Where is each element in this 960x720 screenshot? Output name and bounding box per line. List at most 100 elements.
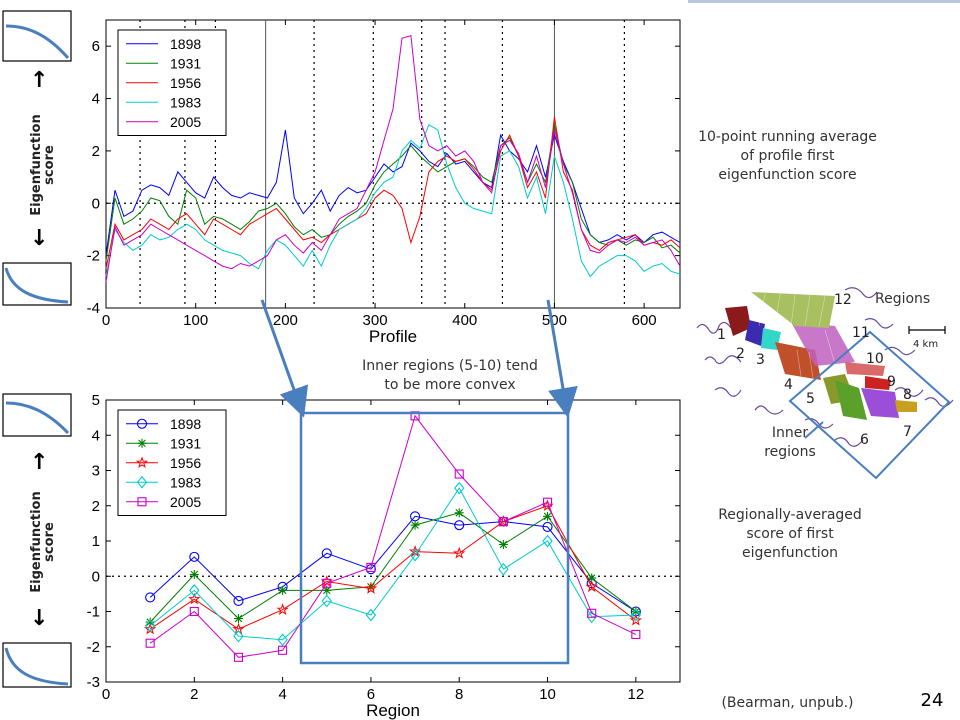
y-tick-label: 4 <box>92 427 100 444</box>
series-line <box>105 116 681 269</box>
legend: 1898 1931 1956 1983 2005 <box>117 409 227 516</box>
x-tick-label: 200 <box>273 312 298 329</box>
x-tick-label: 400 <box>452 312 477 329</box>
inner-region-outline <box>788 330 951 480</box>
series-1956 <box>105 116 681 269</box>
x-axis-label: Region <box>366 701 420 720</box>
region-label-12: 12 <box>834 292 852 308</box>
data-point <box>233 652 244 662</box>
series-line <box>105 35 681 282</box>
data-point <box>233 629 244 643</box>
data-point <box>189 569 199 579</box>
running-average-note: 10-point running average of profile firs… <box>698 129 877 183</box>
region-label-8: 8 <box>903 387 912 403</box>
up-arrow-icon: ↑ <box>30 450 49 475</box>
data-point <box>630 608 642 622</box>
data-point <box>136 475 148 489</box>
data-point <box>498 540 508 550</box>
region-10 <box>845 362 885 376</box>
legend-entry-1898: 1898 <box>126 416 201 432</box>
legend-label: 1931 <box>170 55 201 71</box>
region-label-9: 9 <box>887 374 896 390</box>
x-tick-label: 10 <box>539 686 556 703</box>
data-point <box>276 603 289 616</box>
y-tick-label: 3 <box>92 463 100 480</box>
region-9 <box>865 376 891 390</box>
y-tick-label: -1 <box>87 604 100 621</box>
data-point <box>137 497 147 507</box>
legend-entry-1983: 1983 <box>126 474 201 490</box>
region-label-6: 6 <box>860 432 869 448</box>
down-arrow-icon: ↓ <box>30 606 49 631</box>
data-point <box>145 592 156 603</box>
down-arrow-icon: ↓ <box>30 226 49 251</box>
region-label-10: 10 <box>866 351 884 367</box>
x-tick-label: 500 <box>542 312 567 329</box>
y-tick-label: 2 <box>92 143 100 160</box>
up-arrow-icon: ↑ <box>30 68 49 93</box>
data-point <box>278 645 288 655</box>
legend-entry-1931: 1931 <box>126 55 201 71</box>
x-tick-label: 0 <box>102 312 110 329</box>
data-point <box>629 613 643 626</box>
region-7 <box>861 388 899 418</box>
region-1 <box>725 306 751 336</box>
data-point <box>278 585 288 595</box>
x-tick-label: 2 <box>190 686 198 703</box>
legend-label: 1956 <box>170 75 201 91</box>
x-axis-label: Profile <box>369 327 417 346</box>
y-tick-label: -4 <box>87 300 100 317</box>
legend-entry-1931: 1931 <box>126 435 201 451</box>
legend-label: 1956 <box>170 455 201 471</box>
convex-profile-icon <box>2 393 72 437</box>
y-tick-label: 4 <box>92 91 100 108</box>
series-2005 <box>105 35 681 282</box>
y-tick-label: -3 <box>87 674 100 691</box>
concave-profile-icon <box>2 262 72 306</box>
region-6 <box>835 380 867 420</box>
regional-average-note: Regionally-averaged score of first eigen… <box>718 507 862 561</box>
drainage-lines <box>696 287 954 447</box>
data-point <box>631 629 641 639</box>
data-point <box>585 580 598 593</box>
inner-label-pointer <box>804 421 824 439</box>
convex-profile-icon <box>2 10 72 62</box>
legend-entry-1956: 1956 <box>126 455 201 471</box>
data-point <box>188 592 201 605</box>
running-average-chart: 0 100 200 300 400 500 600 -4 -2 0 2 4 6 Profile 1898 19… <box>87 19 681 346</box>
y-tick-label: 5 <box>92 392 100 409</box>
concave-profile-icon <box>2 642 72 688</box>
region-label-2: 2 <box>736 346 745 362</box>
legend: 1898 1931 1956 1983 2005 <box>117 29 227 136</box>
legend-label: 1983 <box>170 474 201 490</box>
legend-box <box>117 409 227 516</box>
legend-entry-2005: 2005 <box>126 114 201 130</box>
legend-label: 1898 <box>170 416 201 432</box>
inner-regions-map-label: Inner regions <box>764 425 816 460</box>
series-1983 <box>105 123 681 278</box>
region-map <box>696 287 954 480</box>
region-8 <box>895 400 917 412</box>
y-tick-label: 1 <box>92 533 100 550</box>
data-point <box>136 418 148 429</box>
x-tick-label: 0 <box>102 686 110 703</box>
series-1898 <box>105 129 681 256</box>
series-line <box>105 123 681 278</box>
region-label-4: 4 <box>784 377 793 393</box>
x-tick-label: 8 <box>455 686 463 703</box>
region-2 <box>745 320 765 346</box>
y-tick-label: 6 <box>92 38 100 55</box>
series-1931 <box>105 124 681 261</box>
y-tick-label: 0 <box>92 195 100 212</box>
inner-regions-note: Inner regions (5-10) tend to be more con… <box>362 358 538 393</box>
page-number: 24 <box>920 690 944 711</box>
region-11 <box>791 322 855 366</box>
legend-label: 1931 <box>170 435 201 451</box>
region-label-3: 3 <box>756 352 765 368</box>
region-label-5: 5 <box>806 391 815 407</box>
scale-bar <box>908 326 946 334</box>
data-point <box>631 607 641 616</box>
legend-entry-1898: 1898 <box>126 36 201 52</box>
map-title: Regions <box>875 291 931 307</box>
data-point <box>410 520 420 530</box>
